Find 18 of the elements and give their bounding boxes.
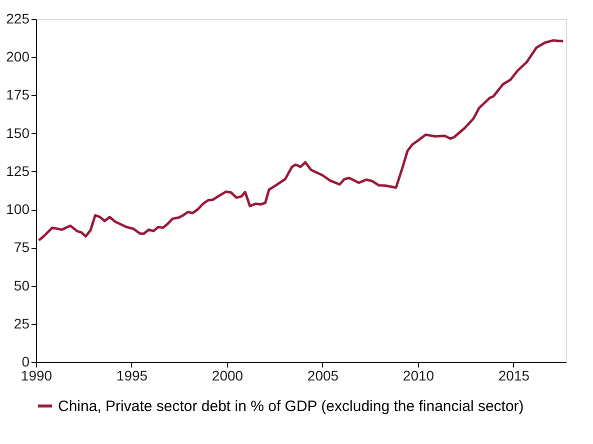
y-tick-label: 150 bbox=[6, 124, 30, 141]
y-tick-label: 225 bbox=[6, 10, 30, 26]
x-tick-label: 1990 bbox=[20, 368, 52, 384]
y-tick-label: 200 bbox=[6, 48, 30, 65]
x-tick-label: 2010 bbox=[402, 368, 434, 384]
y-tick-label: 75 bbox=[14, 239, 30, 256]
x-tick-label: 1995 bbox=[116, 368, 148, 384]
x-tick-label: 2015 bbox=[498, 368, 530, 384]
y-tick-label: 25 bbox=[14, 315, 30, 332]
x-tick-label: 2000 bbox=[212, 368, 244, 384]
y-tick-label: 125 bbox=[6, 162, 30, 179]
y-tick-label: 100 bbox=[6, 201, 30, 218]
legend-label: China, Private sector debt in % of GDP (excluding the financial sector) bbox=[58, 398, 524, 415]
x-tick-label: 2005 bbox=[307, 368, 339, 384]
y-tick-label: 0 bbox=[22, 354, 30, 370]
y-tick-label: 50 bbox=[14, 277, 30, 294]
y-tick-label: 175 bbox=[6, 86, 30, 103]
line-series bbox=[38, 39, 564, 242]
